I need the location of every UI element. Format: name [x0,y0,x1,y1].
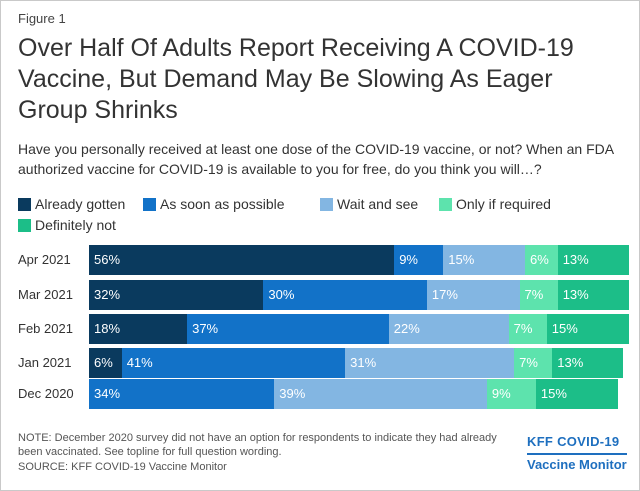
bar-segment [525,245,558,275]
bar-segment [263,280,427,310]
brand-logo-line2: Vaccine Monitor [527,453,627,472]
chart-note: NOTE: December 2020 survey did not have … [18,432,497,458]
legend-item-wait-and-see: Wait and see [320,196,418,213]
bar-segment [345,348,515,378]
figure-label: Figure 1 [18,11,66,26]
legend-label: Only if required [456,196,551,212]
data-label: 17% [431,287,458,302]
bar-segment [486,379,536,409]
bar-segment [388,314,509,344]
data-label: 7% [513,321,533,336]
data-label: 9% [491,386,511,401]
bar-segment [187,314,389,344]
legend-item-definitely-not: Definitely not [18,217,116,234]
brand-logo-line1: KFF COVID-19 [527,434,620,449]
bar-segment [274,379,487,409]
legend-swatch [18,219,31,232]
data-label: 30% [268,287,295,302]
bar-segment [121,348,346,378]
legend-swatch [18,198,31,211]
data-label: 7% [524,287,544,302]
bar-segment [89,348,122,378]
legend-swatch [320,198,333,211]
legend-item-only-if-required: Only if required [439,196,551,213]
legend-swatch [143,198,156,211]
data-label: 37% [192,321,219,336]
data-label: 15% [551,321,578,336]
data-label: 6% [94,355,113,370]
bar-segment [394,245,444,275]
data-label: 56% [94,252,121,267]
legend-item-already-gotten: Already gotten [18,196,125,213]
row-label: Feb 2021 [18,321,73,336]
data-label: 13% [562,252,589,267]
bar-segment [508,314,547,344]
chart-title: Over Half Of Adults Report Receiving A C… [18,34,574,124]
row-label: Jan 2021 [18,355,72,370]
row-label: Dec 2020 [18,386,74,401]
bar-segment [557,245,629,275]
data-label: 13% [562,287,589,302]
data-label: 18% [94,321,121,336]
bar-segment [443,245,525,275]
data-label: 22% [393,321,420,336]
legend-swatch [439,198,452,211]
data-label: 15% [540,386,567,401]
bar-segment [514,348,553,378]
data-label: 6% [530,252,549,267]
bar-segment [519,280,558,310]
data-label: 13% [557,355,584,370]
bar-segment [89,280,264,310]
data-label: 39% [279,386,306,401]
legend-label: Wait and see [337,196,419,212]
legend-label: Already gotten [35,196,126,212]
bar-segment [546,314,629,344]
legend-label: Definitely not [35,217,116,233]
data-label: 15% [448,252,475,267]
bar-segment [552,348,624,378]
data-label: 7% [519,355,538,370]
bar-segment [557,280,629,310]
data-label: 34% [94,386,121,401]
data-label: 9% [399,252,418,267]
chart-source: SOURCE: KFF COVID-19 Vaccine Monitor [18,461,227,473]
data-label: 32% [94,287,121,302]
bar-segment [89,314,188,344]
data-label: 41% [126,355,153,370]
row-label: Mar 2021 [18,287,73,302]
chart-subtitle: Have you personally received at least on… [18,141,614,177]
row-label: Apr 2021 [18,252,71,267]
bar-segment [426,280,520,310]
bar-segment [89,245,395,275]
bar-segment [89,379,275,409]
bar-segment [535,379,618,409]
legend-item-as-soon-as-possible: As soon as possible [143,196,285,213]
data-label: 31% [350,355,377,370]
legend-label: As soon as possible [160,196,285,212]
